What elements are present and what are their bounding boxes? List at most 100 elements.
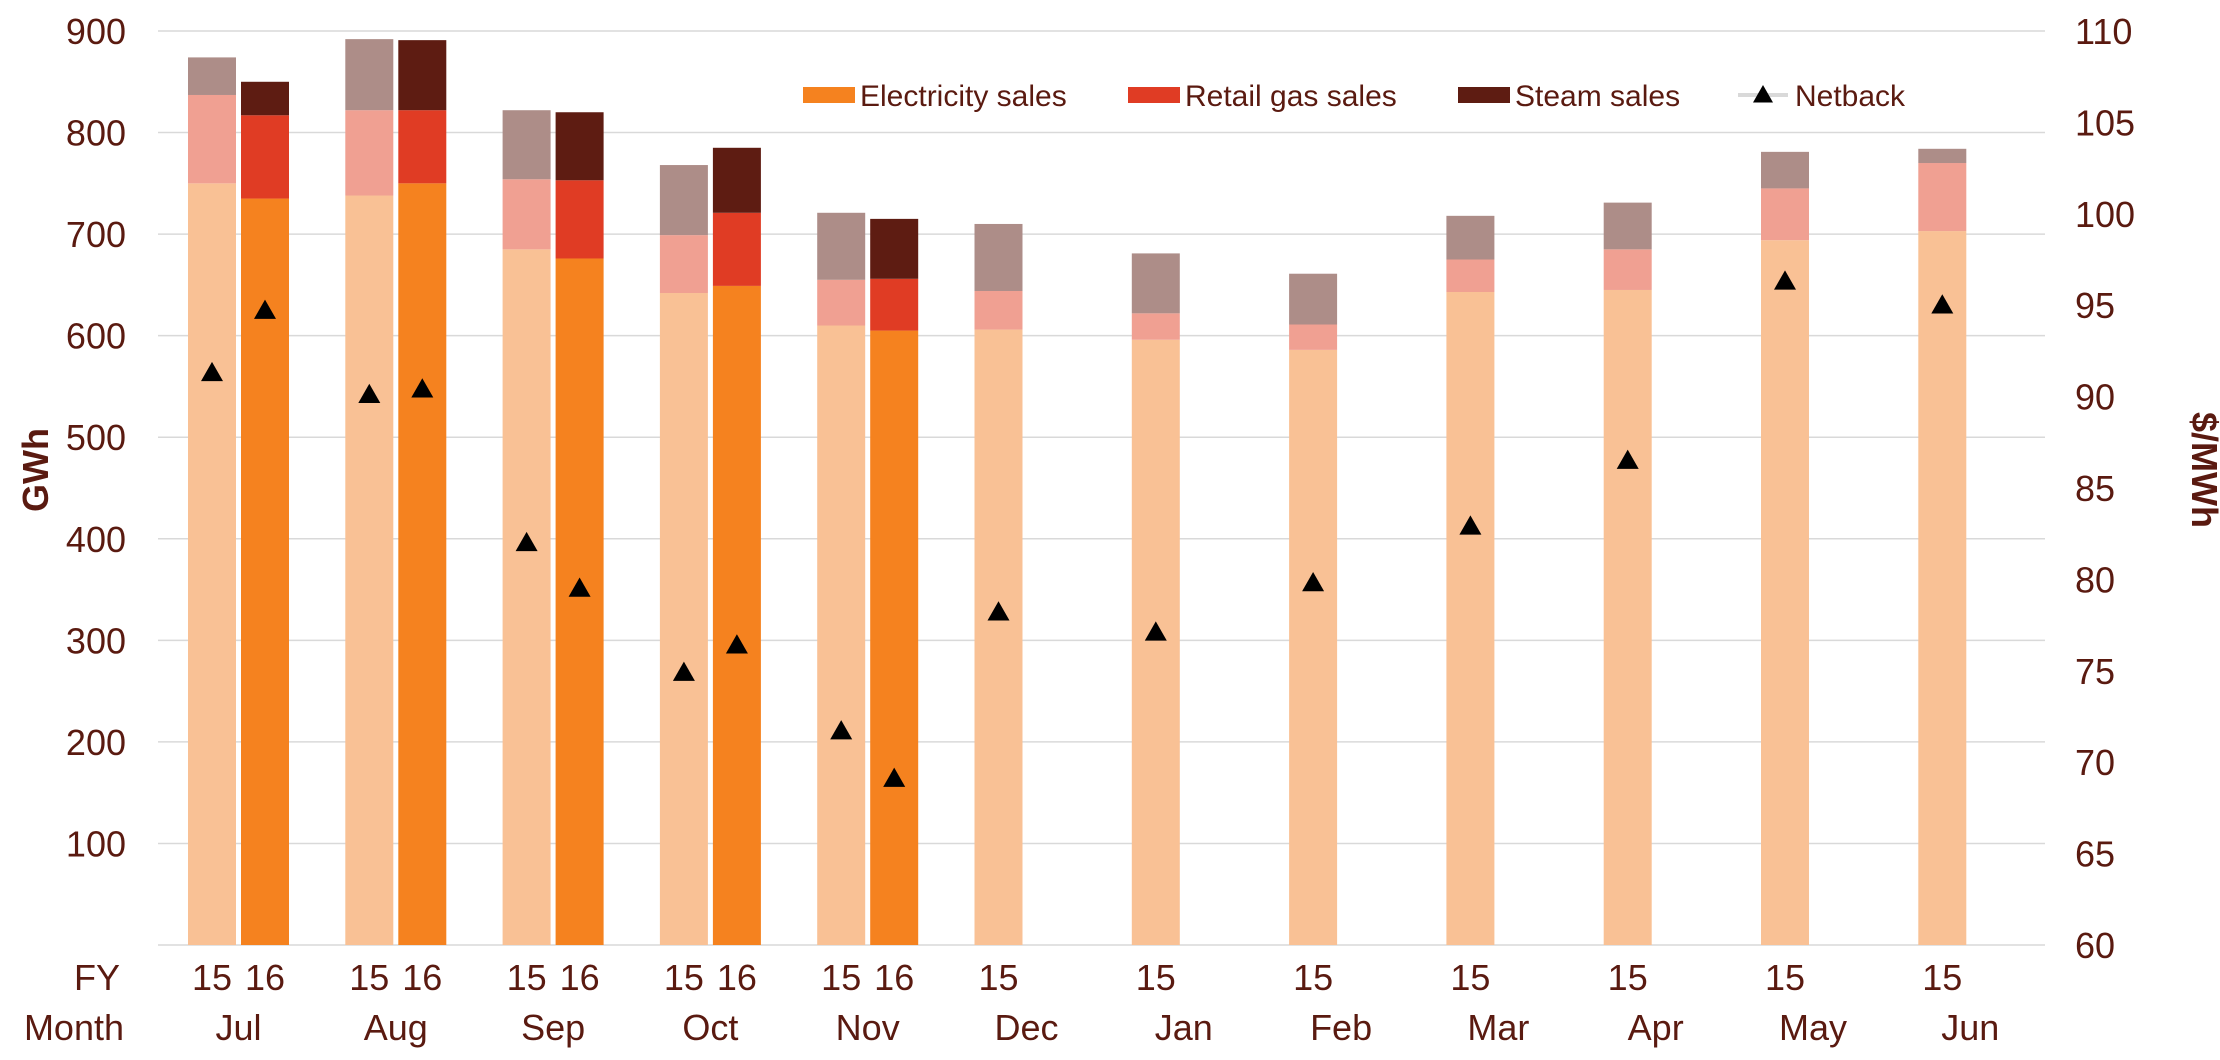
y-tick-label: 900 (66, 11, 126, 52)
legend-swatch-electricity (803, 87, 855, 103)
y2-tick-label: 95 (2075, 285, 2115, 326)
y2-tick-label: 85 (2075, 468, 2115, 509)
bar-gas-feb-fy15 (1289, 324, 1338, 350)
fy-label: 16 (245, 957, 285, 998)
netback-marker-may-fy15 (1774, 270, 1796, 290)
bar-gas-nov-fy15 (817, 279, 866, 326)
y-tick-label: 300 (66, 620, 126, 661)
month-label: Jul (215, 1007, 261, 1048)
fy-label: 15 (821, 957, 861, 998)
bar-gas-oct-fy16 (712, 212, 761, 286)
bar-steam-dec-fy15 (974, 223, 1023, 291)
legend: Electricity sales Retail gas sales Steam s… (803, 80, 1906, 113)
netback-marker-jan-fy15 (1144, 621, 1167, 641)
bar-steam-aug-fy15 (345, 39, 394, 111)
y-tick-label: 400 (66, 519, 126, 560)
bar-electricity-apr-fy15 (1603, 289, 1652, 945)
bar-steam-jun-fy15 (1918, 148, 1967, 164)
legend-swatch-gas (1128, 87, 1180, 103)
fy-label: 15 (1293, 957, 1333, 998)
y2-tick-label: 65 (2075, 834, 2115, 875)
y-tick-label: 500 (66, 417, 126, 458)
fy-row-label: FY (74, 957, 120, 998)
fy-label: 15 (1136, 957, 1176, 998)
bar-electricity-jul-fy16 (241, 198, 289, 946)
bar-electricity-mar-fy15 (1446, 291, 1495, 945)
y2-tick-label: 110 (2075, 11, 2132, 52)
netback-marker-jul-fy16 (254, 299, 276, 319)
bar-electricity-dec-fy15 (974, 329, 1023, 945)
y-tick-label: 200 (66, 722, 126, 763)
fy-label: 15 (349, 957, 389, 998)
bar-steam-nov-fy15 (817, 212, 866, 280)
bar-electricity-nov-fy15 (817, 325, 866, 945)
bar-steam-oct-fy15 (659, 165, 708, 236)
bar-gas-aug-fy15 (345, 110, 394, 196)
netback-marker-aug-fy16 (411, 378, 434, 398)
netback-marker-feb-fy15 (1302, 572, 1325, 592)
month-label: Nov (836, 1007, 900, 1048)
netback-marker-nov-fy15 (830, 720, 853, 740)
y-tick-label: 100 (66, 823, 126, 864)
bar-electricity-oct-fy16 (712, 285, 761, 946)
gridlines (158, 30, 2045, 946)
bar-electricity-jun-fy15 (1918, 231, 1967, 945)
bar-steam-may-fy15 (1761, 151, 1809, 189)
bar-gas-dec-fy15 (974, 290, 1023, 330)
y2-tick-label: 70 (2075, 742, 2115, 783)
legend-label-netback: Netback (1795, 80, 1906, 113)
legend-label-gas: Retail gas sales (1185, 80, 1397, 113)
y2-tick-label: 90 (2075, 377, 2115, 418)
legend-marker-netback (1753, 85, 1773, 103)
month-label: Mar (1467, 1007, 1529, 1048)
bar-gas-nov-fy16 (870, 278, 919, 331)
y-tick-label: 600 (66, 316, 126, 357)
month-label: Feb (1310, 1007, 1372, 1048)
month-label: Apr (1628, 1007, 1684, 1048)
bar-electricity-sep-fy15 (502, 249, 551, 945)
month-label: Oct (682, 1007, 738, 1048)
bar-electricity-nov-fy16 (870, 330, 919, 946)
bar-gas-may-fy15 (1761, 188, 1809, 241)
y2-tick-label: 75 (2075, 651, 2115, 692)
y-axis-right-title: $/MWh (2184, 412, 2220, 528)
y2-tick-label: 105 (2075, 102, 2135, 143)
y-tick-label: 700 (66, 214, 126, 255)
y-axis-left-title: GWh (15, 428, 56, 512)
month-label: Jan (1155, 1007, 1213, 1048)
netback-marker-oct-fy16 (725, 634, 748, 654)
bar-gas-jul-fy16 (241, 115, 289, 199)
fy-label: 15 (1608, 957, 1648, 998)
y2-tick-label: 60 (2075, 925, 2115, 966)
legend-label-steam: Steam sales (1515, 80, 1680, 113)
y-tick-label: 800 (66, 113, 126, 154)
y-axis-right: 60 65 70 75 80 85 90 95 100 105 110 (2075, 11, 2135, 966)
fy-label: 15 (507, 957, 547, 998)
bar-steam-sep-fy16 (555, 112, 604, 181)
fy-label: 15 (978, 957, 1018, 998)
month-row-label: Month (24, 1007, 124, 1048)
netback-marker-dec-fy15 (987, 601, 1010, 621)
bar-electricity-aug-fy16 (398, 183, 447, 946)
month-label: Aug (364, 1007, 428, 1048)
fy-label: 16 (402, 957, 442, 998)
bar-electricity-jul-fy15 (188, 183, 236, 946)
bar-steam-mar-fy15 (1446, 215, 1495, 260)
month-label: Dec (994, 1007, 1058, 1048)
fy-label: 16 (717, 957, 757, 998)
netback-marker-nov-fy16 (883, 767, 906, 787)
bar-gas-mar-fy15 (1446, 259, 1495, 292)
legend-swatch-steam (1458, 87, 1510, 103)
netback-markers (201, 270, 1954, 787)
bar-electricity-oct-fy15 (659, 293, 708, 946)
netback-marker-sep-fy16 (568, 577, 591, 597)
bar-gas-apr-fy15 (1603, 249, 1652, 290)
bar-gas-oct-fy15 (659, 235, 708, 294)
fy-label: 15 (664, 957, 704, 998)
legend-label-electricity: Electricity sales (860, 80, 1067, 113)
fy-label: 16 (560, 957, 600, 998)
bar-gas-sep-fy16 (555, 180, 604, 259)
fy-label: 15 (192, 957, 232, 998)
fy-label: 15 (1765, 957, 1805, 998)
